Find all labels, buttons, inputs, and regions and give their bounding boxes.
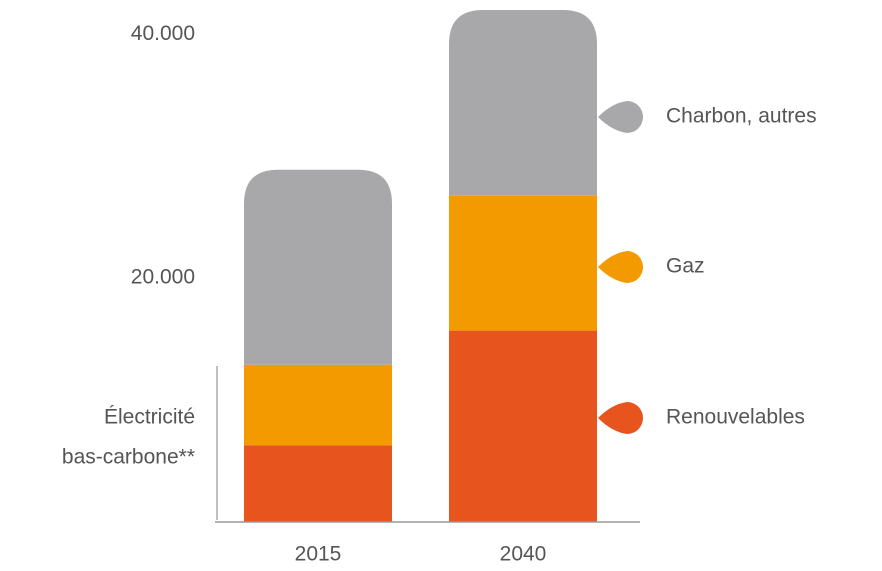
y-tick-label: 20.000 [131, 266, 195, 289]
bar-segment [244, 364, 392, 446]
bar-segment [449, 330, 597, 522]
y-tick-label: 40.000 [131, 22, 195, 45]
legend-marker [598, 402, 643, 434]
legend-label: Gaz [666, 255, 705, 278]
legend-label: Renouvelables [666, 406, 805, 429]
annotation: bas-carbone** [62, 446, 195, 469]
annotation: Électricité [104, 406, 195, 429]
legend-marker [598, 251, 643, 283]
legend-label: Charbon, autres [666, 105, 817, 128]
legend-marker [598, 101, 643, 133]
bar-segment [244, 169, 392, 365]
bar-segment [449, 195, 597, 331]
bar-segment [244, 445, 392, 522]
x-tick-label: 2015 [295, 543, 342, 566]
x-tick-label: 2040 [500, 543, 547, 566]
bar-segment [449, 10, 597, 196]
